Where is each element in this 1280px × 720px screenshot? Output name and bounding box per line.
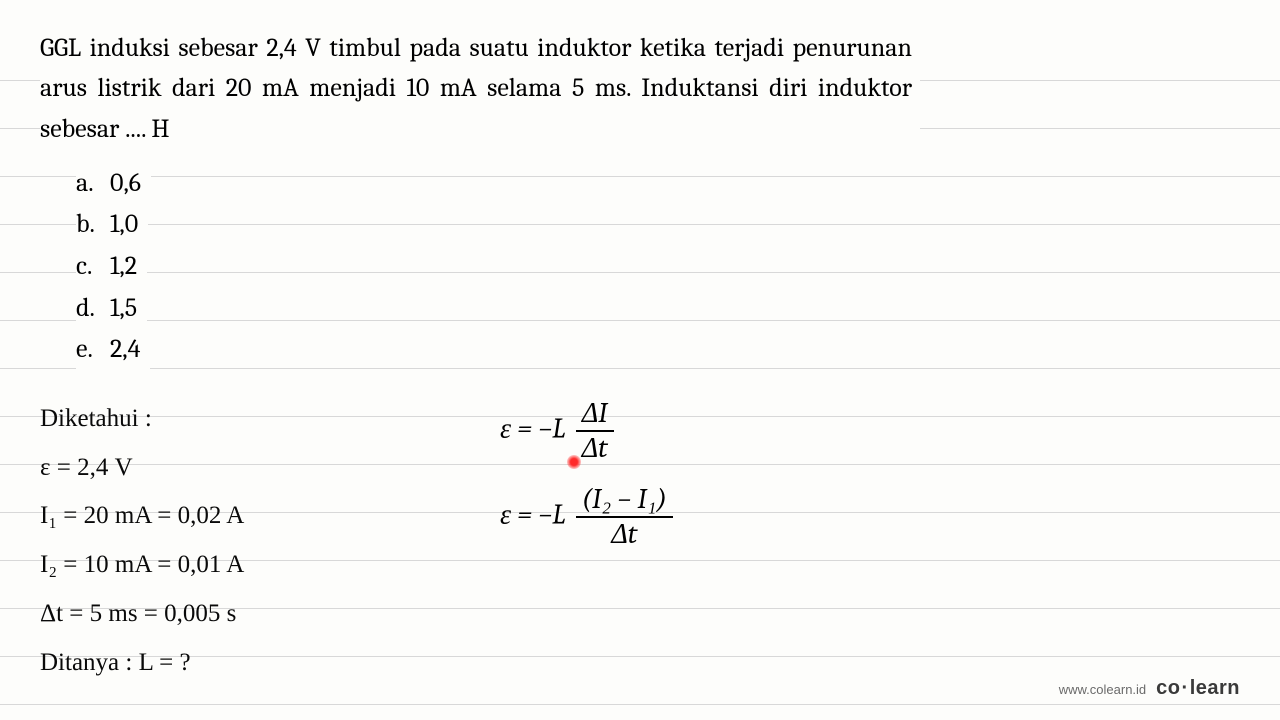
formula-1: ε = −L ΔI Δt bbox=[500, 397, 677, 465]
answer-options: a.0,6 b.1,0 c.1,2 d.1,5 e.2,4 bbox=[76, 163, 1240, 371]
option-b: b.1,0 bbox=[76, 204, 148, 246]
pointer-dot-icon bbox=[567, 455, 581, 469]
question-text: GGL induksi sebesar 2,4 V timbul pada su… bbox=[40, 28, 920, 149]
asked: Ditanya : L = ? bbox=[40, 639, 1240, 688]
formula-2: ε = −L (I₂ − I₁) Δt bbox=[500, 483, 677, 551]
formula-block: ε = −L ΔI Δt ε = −L (I₂ − I₁) Δt bbox=[500, 397, 677, 569]
option-d: d.1,5 bbox=[76, 288, 147, 330]
option-e: e.2,4 bbox=[76, 329, 150, 371]
option-a: a.0,6 bbox=[76, 163, 151, 205]
known-dt: Δt = 5 ms = 0,005 s bbox=[40, 590, 1240, 639]
option-c: c.1,2 bbox=[76, 246, 147, 288]
